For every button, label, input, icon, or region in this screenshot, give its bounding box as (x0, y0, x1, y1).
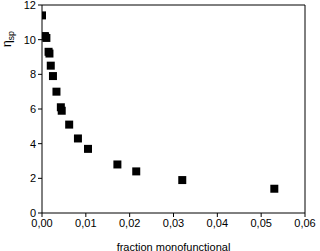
svg-text:0,01: 0,01 (75, 217, 96, 229)
svg-text:0: 0 (30, 207, 36, 219)
svg-text:12: 12 (24, 0, 36, 11)
svg-text:4: 4 (30, 138, 36, 150)
svg-text:0,04: 0,04 (207, 217, 228, 229)
svg-text:0,02: 0,02 (119, 217, 140, 229)
svg-text:8: 8 (30, 68, 36, 80)
svg-text:2: 2 (30, 172, 36, 184)
svg-text:0,06: 0,06 (294, 217, 312, 229)
svg-text:ηsp: ηsp (8, 31, 16, 47)
svg-text:6: 6 (30, 103, 36, 115)
svg-text:10: 10 (24, 34, 36, 46)
svg-text:fraction monofunctional: fraction monofunctional (117, 241, 231, 251)
svg-text:0,03: 0,03 (163, 217, 184, 229)
svg-text:0,05: 0,05 (250, 217, 271, 229)
